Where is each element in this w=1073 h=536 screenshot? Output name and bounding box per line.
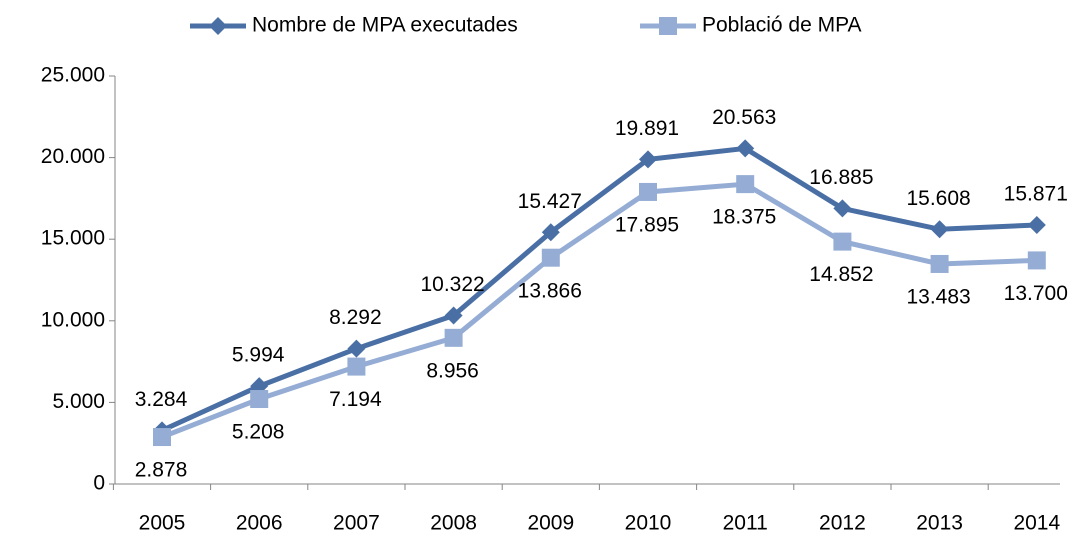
marker xyxy=(347,357,366,376)
x-tick-label: 2011 xyxy=(723,512,768,535)
y-tick-label: 25.000 xyxy=(41,64,105,87)
series-line xyxy=(160,145,1037,433)
series-line xyxy=(161,181,1037,440)
data-label: 20.563 xyxy=(712,106,776,129)
data-label: 13.483 xyxy=(906,286,970,309)
marker xyxy=(209,17,227,35)
marker xyxy=(639,182,657,201)
marker xyxy=(833,199,852,218)
data-label: 15.608 xyxy=(906,187,970,210)
data-label: 15.871 xyxy=(1004,183,1068,206)
marker xyxy=(833,232,852,251)
marker xyxy=(153,428,171,447)
data-label: 5.994 xyxy=(232,344,285,367)
marker xyxy=(541,223,560,242)
legend-label: Població de MPA xyxy=(702,14,862,37)
marker xyxy=(250,390,269,409)
marker xyxy=(736,139,755,158)
x-tick-label: 2012 xyxy=(819,512,866,535)
marker xyxy=(444,328,463,347)
data-label: 14.852 xyxy=(809,263,873,286)
data-label: 13.700 xyxy=(1004,282,1068,305)
x-tick-label: 2005 xyxy=(139,512,186,535)
data-label: 10.322 xyxy=(420,273,484,296)
marker xyxy=(639,150,657,169)
data-label: 3.284 xyxy=(135,388,188,411)
data-label: 13.866 xyxy=(518,279,582,302)
data-label: 8.956 xyxy=(426,359,479,382)
x-tick-label: 2010 xyxy=(625,512,672,535)
data-label: 17.895 xyxy=(615,214,679,237)
y-tick-label: 5.000 xyxy=(52,390,105,413)
marker xyxy=(347,339,366,358)
data-label: 7.194 xyxy=(329,388,382,411)
data-label: 2.878 xyxy=(135,459,188,482)
x-tick-label: 2007 xyxy=(333,512,380,535)
y-tick-label: 10.000 xyxy=(41,308,105,331)
data-label: 18.375 xyxy=(712,206,776,229)
data-label: 8.292 xyxy=(329,306,382,329)
marker xyxy=(930,220,949,239)
x-tick-label: 2013 xyxy=(916,512,963,535)
marker xyxy=(1027,251,1046,270)
data-label: 5.208 xyxy=(232,421,285,444)
marker xyxy=(444,306,463,325)
y-tick-label: 20.000 xyxy=(41,145,105,168)
y-tick-label: 0 xyxy=(93,472,105,495)
data-label: 15.427 xyxy=(518,190,582,213)
data-label: 16.885 xyxy=(809,166,873,189)
marker xyxy=(541,248,560,267)
x-tick-label: 2014 xyxy=(1013,512,1060,535)
y-tick-label: 15.000 xyxy=(41,227,105,250)
data-label: 19.891 xyxy=(615,117,679,140)
legend-label: Nombre de MPA executades xyxy=(252,14,518,37)
marker xyxy=(930,254,949,273)
x-tick-label: 2006 xyxy=(236,512,283,535)
marker xyxy=(659,17,677,35)
x-tick-label: 2008 xyxy=(430,512,477,535)
marker xyxy=(736,175,755,194)
marker xyxy=(1027,215,1046,234)
x-tick-label: 2009 xyxy=(527,512,574,535)
